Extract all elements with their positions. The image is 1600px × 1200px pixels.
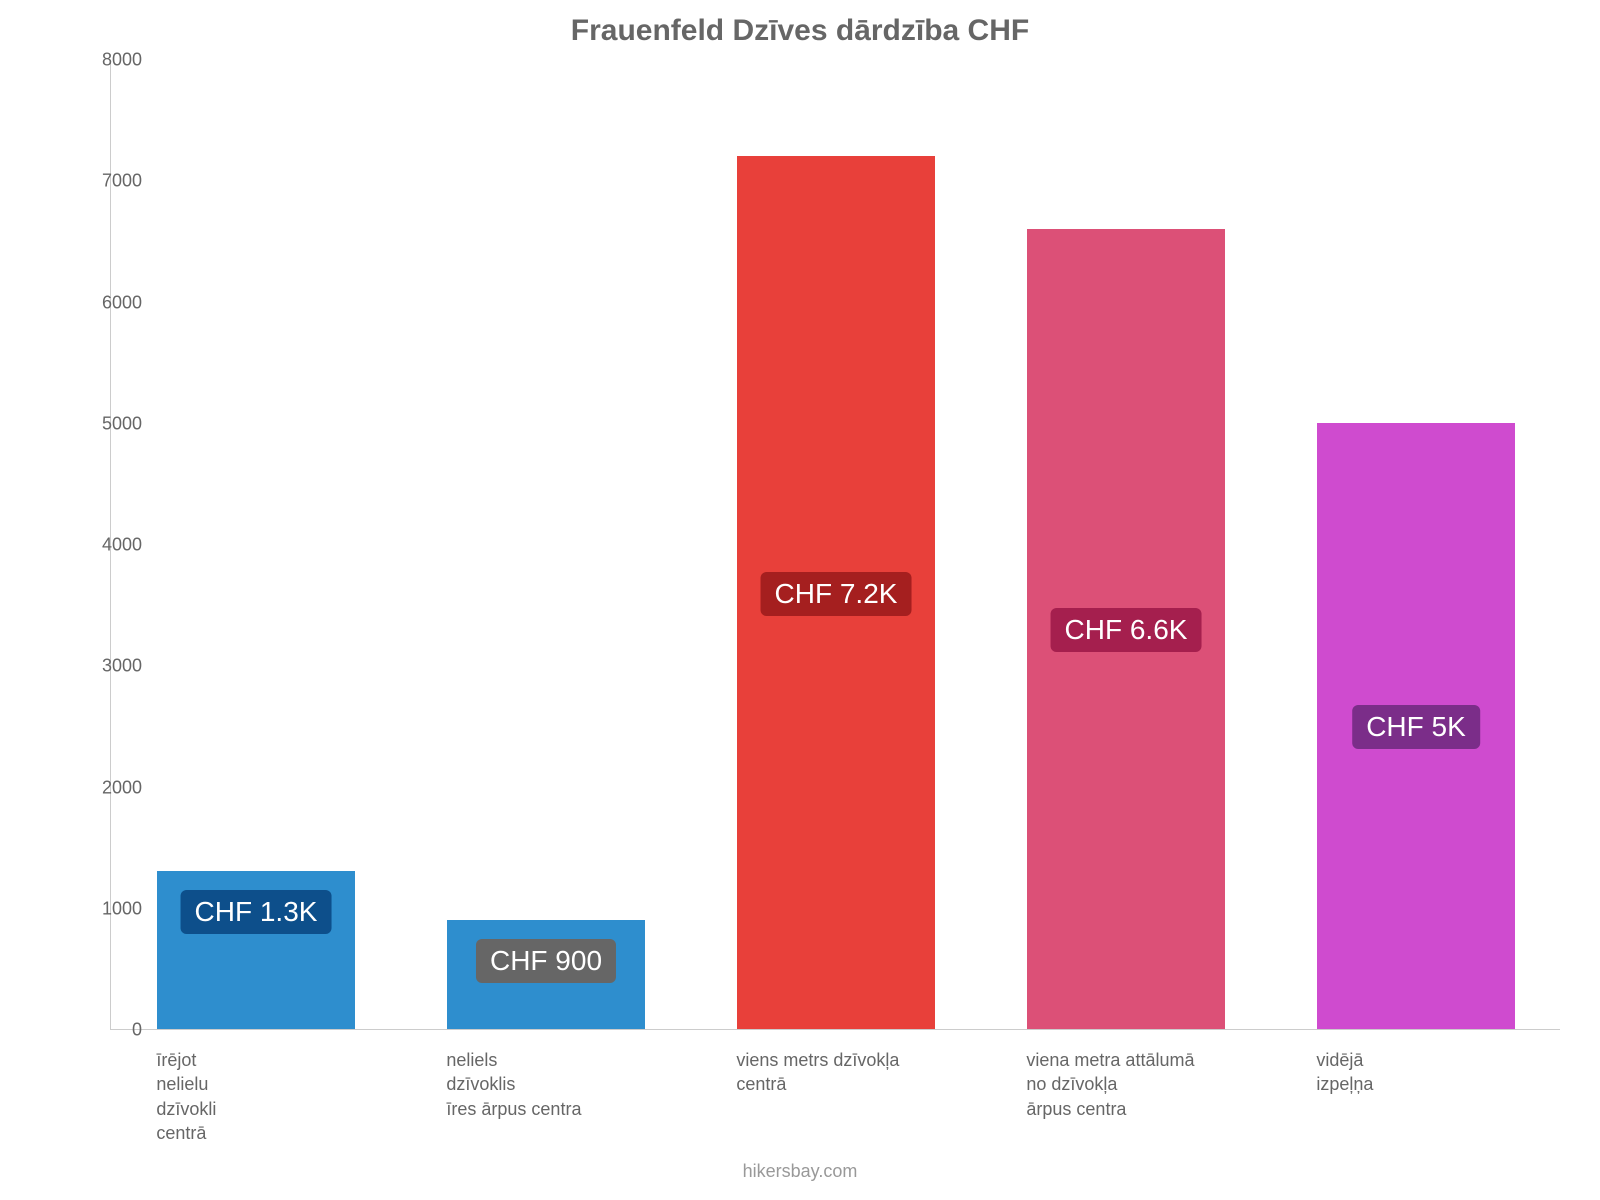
value-badge: CHF 5K bbox=[1352, 705, 1480, 749]
y-tick-label: 7000 bbox=[62, 171, 142, 192]
x-tick-label: vidējā izpeļņa bbox=[1316, 1048, 1373, 1097]
y-tick-label: 0 bbox=[62, 1020, 142, 1041]
plot-area: CHF 1.3K CHF 900 CHF 7.2K CHF 6.6K CHF 5K bbox=[110, 60, 1560, 1030]
credit-text: hikersbay.com bbox=[0, 1161, 1600, 1182]
x-tick-label: īrējot nelielu dzīvokli centrā bbox=[156, 1048, 216, 1145]
y-tick-label: 1000 bbox=[62, 898, 142, 919]
value-badge: CHF 6.6K bbox=[1051, 608, 1202, 652]
chart-container: Frauenfeld Dzīves dārdzība CHF CHF 1.3KC… bbox=[0, 0, 1600, 1200]
y-tick-label: 3000 bbox=[62, 656, 142, 677]
y-tick-label: 6000 bbox=[62, 292, 142, 313]
y-tick-label: 8000 bbox=[62, 50, 142, 71]
chart-title: Frauenfeld Dzīves dārdzība CHF bbox=[0, 14, 1600, 48]
y-tick-label: 2000 bbox=[62, 777, 142, 798]
x-tick-label: neliels dzīvoklis īres ārpus centra bbox=[446, 1048, 581, 1121]
x-axis-labels: īrējot nelielu dzīvokli centrā neliels dz… bbox=[110, 1040, 1560, 1160]
y-tick-label: 4000 bbox=[62, 535, 142, 556]
value-badge: CHF 1.3K bbox=[181, 890, 332, 934]
value-badge: CHF 900 bbox=[476, 939, 616, 983]
x-tick-label: viena metra attālumā no dzīvokļa ārpus c… bbox=[1026, 1048, 1194, 1121]
y-tick-label: 5000 bbox=[62, 413, 142, 434]
value-badge: CHF 7.2K bbox=[761, 572, 912, 616]
x-tick-label: viens metrs dzīvokļa centrā bbox=[736, 1048, 899, 1097]
